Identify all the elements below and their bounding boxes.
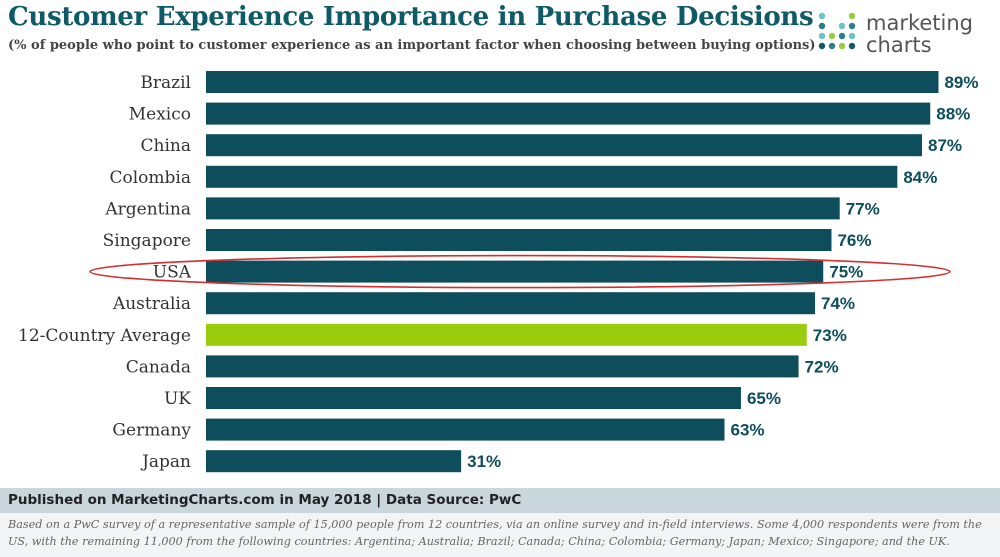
bar-colombia <box>206 165 898 188</box>
value-label-singapore: 76% <box>837 231 871 250</box>
chart-title: Customer Experience Importance in Purcha… <box>8 2 814 32</box>
value-label-brazil: 89% <box>944 73 978 92</box>
value-label-12-country-average: 73% <box>813 326 847 345</box>
value-label-colombia: 84% <box>903 168 937 187</box>
marketingcharts-logo[interactable]: marketing charts <box>818 12 998 58</box>
value-label-mexico: 88% <box>936 105 970 124</box>
value-label-japan: 31% <box>467 452 501 471</box>
category-label-singapore: Singapore <box>103 231 191 251</box>
bar-usa <box>206 260 824 283</box>
bar-singapore <box>206 229 832 251</box>
logo-text-line1: marketing <box>866 11 973 35</box>
footer-bar: Published on MarketingCharts.com in May … <box>0 488 1000 513</box>
category-label-mexico: Mexico <box>129 105 191 125</box>
category-label-usa: USA <box>153 263 192 283</box>
category-label-china: China <box>141 136 191 156</box>
category-label-brazil: Brazil <box>140 73 191 93</box>
value-label-usa: 75% <box>829 263 863 282</box>
bar-brazil <box>206 71 939 93</box>
category-label-australia: Australia <box>112 294 191 314</box>
bar-mexico <box>206 102 931 125</box>
chart-subtitle: (% of people who point to customer exper… <box>8 38 816 53</box>
logo-dots-icon <box>818 12 856 50</box>
category-label-colombia: Colombia <box>110 168 192 188</box>
footer-published: Published on MarketingCharts.com in May … <box>8 492 522 508</box>
category-label-12-country-average: 12-Country Average <box>18 326 191 346</box>
value-label-australia: 74% <box>821 294 855 313</box>
highlight-circle-usa <box>89 254 951 289</box>
bar-japan <box>206 450 462 473</box>
logo-wordmark: marketing charts <box>866 12 973 56</box>
logo-text-line2: charts <box>866 33 932 57</box>
bar-china <box>206 134 923 157</box>
bar-germany <box>206 418 725 441</box>
value-label-china: 87% <box>928 136 962 155</box>
value-label-uk: 65% <box>747 389 781 408</box>
category-label-uk: UK <box>164 389 191 409</box>
bar-uk <box>206 387 741 409</box>
category-label-germany: Germany <box>112 421 191 441</box>
footer-note: Based on a PwC survey of a representativ… <box>0 513 1000 557</box>
category-label-canada: Canada <box>126 357 191 377</box>
value-label-argentina: 77% <box>846 199 880 218</box>
bar-argentina <box>206 197 840 220</box>
category-label-japan: Japan <box>140 452 191 472</box>
bar-12-country-average <box>206 323 807 346</box>
value-label-germany: 63% <box>730 421 764 440</box>
bar-australia <box>206 292 816 315</box>
category-label-argentina: Argentina <box>104 199 191 219</box>
bar-canada <box>206 355 799 378</box>
bar-chart: Brazil 89% Mexico 88% China 87% Colombia 84% Arg… <box>18 71 979 473</box>
value-label-canada: 72% <box>805 357 839 376</box>
